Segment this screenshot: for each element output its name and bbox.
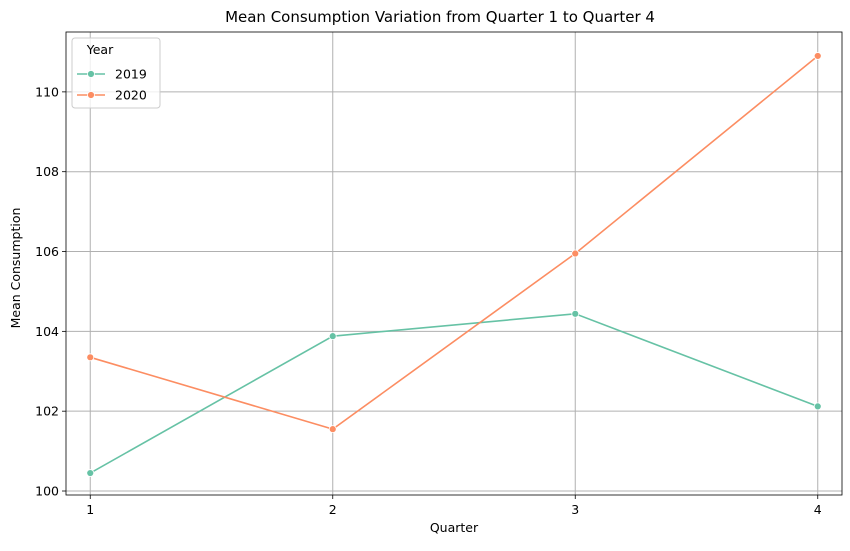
legend: Year 2019 2020 xyxy=(71,37,161,109)
data-point-2019 xyxy=(813,402,822,411)
data-point-2020 xyxy=(571,249,580,258)
y-tick-label: 108 xyxy=(35,164,59,179)
legend-marker-2020 xyxy=(87,91,95,99)
y-tick-label: 100 xyxy=(35,484,59,499)
legend-label-2019: 2019 xyxy=(115,67,147,82)
data-point-2019 xyxy=(328,332,337,341)
data-point-2020 xyxy=(813,52,822,60)
axes: 1 2 3 4 100 102 104 106 108 110 xyxy=(35,84,822,517)
x-tick-label: 2 xyxy=(329,502,337,517)
y-tick-label: 106 xyxy=(35,244,59,259)
legend-entries: 2019 2020 xyxy=(77,67,147,103)
y-tick-label: 104 xyxy=(35,324,59,339)
x-tick-label: 3 xyxy=(571,502,579,517)
legend-title: Year xyxy=(86,42,114,57)
y-axis-label: Mean Consumption xyxy=(8,208,23,329)
legend-box xyxy=(71,37,161,109)
data-point-2019 xyxy=(86,469,95,477)
x-tick-label: 4 xyxy=(814,502,822,517)
y-tick-label: 110 xyxy=(35,84,59,99)
legend-label-2020: 2020 xyxy=(115,88,147,103)
series-line-2019 xyxy=(89,312,819,474)
plot-frame xyxy=(65,31,843,496)
x-axis-label: Quarter xyxy=(430,520,479,535)
legend-marker-2019 xyxy=(87,70,95,78)
series-layer xyxy=(86,52,822,477)
data-point-2019 xyxy=(571,309,580,318)
data-point-2020 xyxy=(328,425,337,434)
y-tick-label: 102 xyxy=(35,404,59,419)
data-point-2020 xyxy=(86,353,95,362)
chart-title: Mean Consumption Variation from Quarter … xyxy=(225,8,655,26)
x-tick-label: 1 xyxy=(86,502,94,517)
series-line-2020 xyxy=(90,55,819,431)
grid xyxy=(66,32,842,495)
